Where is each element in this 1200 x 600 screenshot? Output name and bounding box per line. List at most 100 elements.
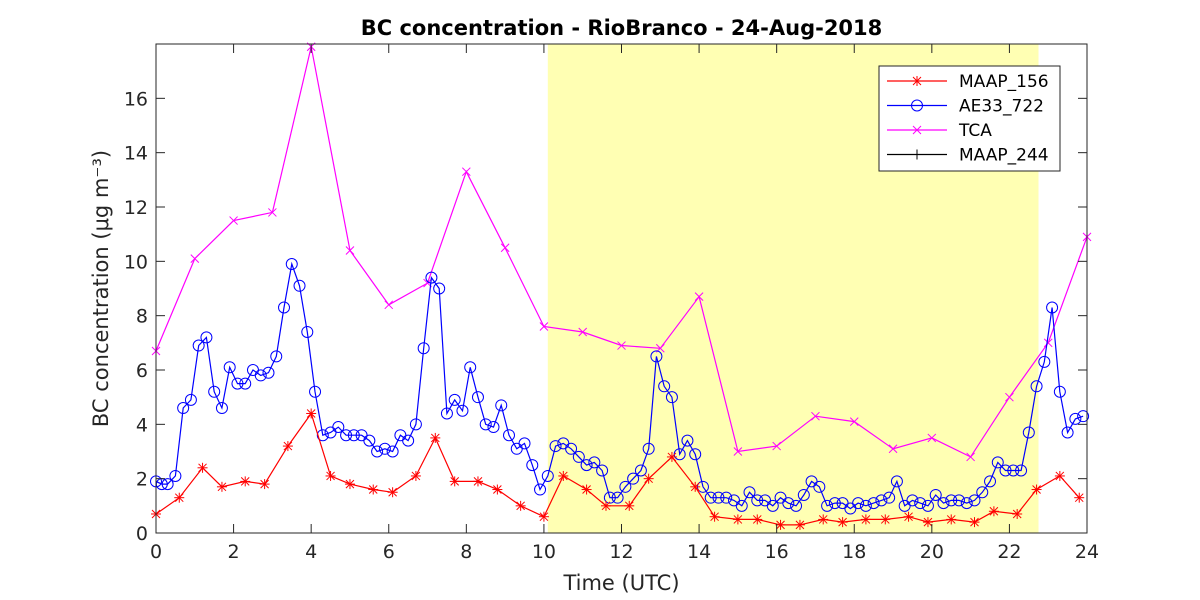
marker-circle xyxy=(735,499,748,512)
y-tick-label: 16 xyxy=(124,88,148,110)
marker-stroke xyxy=(617,341,626,350)
marker-circle xyxy=(433,282,446,295)
marker-circle xyxy=(976,486,989,499)
data-point xyxy=(417,342,430,355)
data-point xyxy=(229,216,238,225)
marker-circle xyxy=(720,491,733,504)
data-point xyxy=(197,462,208,473)
data-point xyxy=(368,484,379,495)
data-point xyxy=(945,494,958,507)
data-point xyxy=(433,282,446,295)
marker-circle xyxy=(999,464,1012,477)
marker-stroke xyxy=(912,125,922,135)
data-point xyxy=(177,402,190,415)
data-point xyxy=(169,469,182,482)
data-point xyxy=(859,499,872,512)
data-point xyxy=(914,497,927,510)
legend-label: AE33_722 xyxy=(959,97,1044,117)
marker-circle xyxy=(425,271,438,284)
marker-circle xyxy=(797,488,810,501)
marker-stroke xyxy=(229,216,238,225)
marker-circle xyxy=(402,434,415,447)
legend-marker xyxy=(912,149,922,160)
data-point xyxy=(285,258,298,271)
marker-circle xyxy=(371,445,384,458)
marker-circle xyxy=(254,369,267,382)
x-tick-label: 24 xyxy=(1075,541,1099,563)
marker-circle xyxy=(309,385,322,398)
marker-stroke xyxy=(423,278,432,288)
marker-circle xyxy=(1022,426,1035,439)
marker-stroke xyxy=(461,167,471,177)
data-point xyxy=(534,483,547,496)
data-point xyxy=(215,402,228,415)
marker-stroke xyxy=(923,517,933,527)
data-point xyxy=(888,444,898,454)
data-point xyxy=(402,434,415,447)
marker-circle xyxy=(968,494,981,507)
marker-circle xyxy=(991,456,1004,469)
x-tick-label: 6 xyxy=(383,541,395,563)
marker-circle xyxy=(208,385,221,398)
marker-circle xyxy=(1030,380,1043,393)
marker-circle xyxy=(929,488,942,501)
marker-circle xyxy=(766,499,779,512)
x-tick-label: 12 xyxy=(609,541,633,563)
data-point xyxy=(332,421,345,434)
data-point xyxy=(240,476,251,487)
marker-stroke xyxy=(190,254,200,263)
marker-circle xyxy=(852,497,865,510)
marker-circle xyxy=(223,361,236,374)
marker-circle xyxy=(565,442,578,455)
data-point xyxy=(541,469,554,482)
data-point xyxy=(565,442,578,455)
marker-circle xyxy=(409,418,422,431)
data-point xyxy=(937,497,950,510)
data-point xyxy=(617,341,626,350)
data-point xyxy=(578,327,588,337)
data-point xyxy=(704,491,717,504)
data-point xyxy=(371,445,384,458)
data-point xyxy=(200,331,213,344)
data-point xyxy=(471,391,484,404)
marker-circle xyxy=(378,442,391,455)
data-point xyxy=(828,497,841,510)
data-point xyxy=(495,399,508,412)
marker-stroke xyxy=(989,506,999,516)
marker-circle xyxy=(1069,412,1082,425)
data-point xyxy=(192,339,205,352)
data-point xyxy=(890,475,903,488)
marker-circle xyxy=(526,459,539,472)
data-point xyxy=(849,417,859,426)
marker-circle xyxy=(262,366,275,379)
data-point xyxy=(903,511,914,522)
data-point xyxy=(720,491,733,504)
marker-circle xyxy=(921,499,934,512)
x-tick-label: 2 xyxy=(228,541,240,563)
marker-circle xyxy=(572,450,585,463)
data-point xyxy=(282,441,293,452)
marker-stroke xyxy=(818,515,828,524)
data-point xyxy=(821,499,834,512)
marker-circle xyxy=(456,404,469,417)
data-point xyxy=(627,472,640,485)
marker-circle xyxy=(627,472,640,485)
data-point xyxy=(448,393,461,406)
data-point xyxy=(960,497,973,510)
marker-circle xyxy=(828,497,841,510)
data-point xyxy=(642,442,655,455)
marker-circle xyxy=(549,440,562,453)
marker-stroke xyxy=(795,520,805,530)
data-point xyxy=(875,494,888,507)
y-tick-label: 6 xyxy=(136,360,148,382)
data-point xyxy=(883,491,896,504)
marker-circle xyxy=(911,99,923,112)
data-point xyxy=(818,514,829,525)
marker-circle xyxy=(285,258,298,271)
data-point xyxy=(345,246,355,255)
marker-circle xyxy=(301,325,314,338)
marker-circle xyxy=(1015,464,1028,477)
data-point xyxy=(208,385,221,398)
legend-item: MAAP_244 xyxy=(887,146,1049,166)
